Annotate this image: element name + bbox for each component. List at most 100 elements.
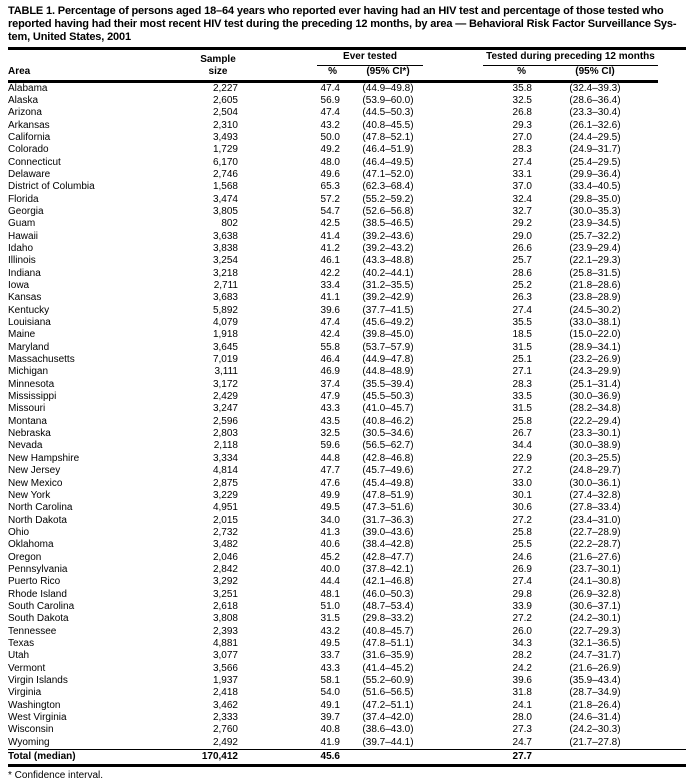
ever-ci-cell: (39.2–42.9): [362, 292, 414, 304]
sample-size-cell: 3,229: [212, 489, 238, 501]
recent-ci-cell: (21.7–27.8): [569, 736, 621, 748]
ever-percent-cell: 49.6: [320, 168, 340, 180]
table-row: New Hampshire 3,334 44.8 (42.8–46.8) 22.9 (20…: [8, 453, 686, 465]
column-header-area: Area: [8, 48, 198, 83]
table-row: Guam 802 42.5 (38.5–46.5) 29.2 (23.9–34.5): [8, 218, 686, 230]
ever-ci-cell: (38.6–43.0): [362, 724, 414, 736]
recent-percent-cell: 37.0: [512, 181, 532, 193]
spacer-cell: [658, 700, 686, 712]
ever-ci-cell: (42.8–46.8): [362, 452, 414, 464]
ever-percent-cell: 32.5: [320, 428, 340, 440]
recent-percent-cell: 32.5: [512, 94, 532, 106]
table-row: Louisiana 4,079 47.4 (45.6–49.2) 35.5 (33.0–3…: [8, 317, 686, 329]
area-cell: Iowa: [8, 280, 30, 291]
sample-size-cell: 2,746: [212, 168, 238, 180]
table-row: Massachusetts 7,019 46.4 (44.9–47.8) 25.1 (23…: [8, 354, 686, 366]
sample-size-cell: 3,808: [212, 613, 238, 625]
table-row: Arizona 2,504 47.4 (44.5–50.3) 26.8 (23.3–30.…: [8, 107, 686, 119]
table-row: Vermont 3,566 43.3 (41.4–45.2) 24.2 (21.6–26.…: [8, 663, 686, 675]
ever-percent-cell: 47.4: [320, 107, 340, 119]
spacer-cell: [658, 564, 686, 576]
recent-ci-cell: (24.3–29.9): [569, 366, 621, 378]
ever-percent-cell: 41.1: [320, 292, 340, 304]
table-row: Idaho 3,838 41.2 (39.2–43.2) 26.6 (23.9–29.4): [8, 243, 686, 255]
ever-percent-cell: 44.4: [320, 576, 340, 588]
ever-ci-cell: (56.5–62.7): [362, 440, 414, 452]
recent-ci-cell: (30.6–37.1): [569, 600, 621, 612]
recent-percent-cell: 24.6: [512, 551, 532, 563]
sample-size-cell: 2,760: [212, 724, 238, 736]
ever-ci-cell: (42.1–46.8): [362, 576, 414, 588]
ever-ci-cell: (37.7–41.5): [362, 304, 414, 316]
spacer-cell: [658, 329, 686, 341]
recent-ci-cell: (28.7–34.9): [569, 687, 621, 699]
recent-ci-cell: (26.9–32.8): [569, 588, 621, 600]
spacer-cell: [658, 317, 686, 329]
sample-size-cell: 3,111: [214, 366, 238, 378]
area-cell: Nevada: [8, 440, 43, 452]
ever-percent-cell: 37.4: [320, 378, 340, 390]
table-row: Missouri 3,247 43.3 (41.0–45.7) 31.5 (28.2–34…: [8, 403, 686, 415]
area-cell: Arkansas: [8, 119, 50, 131]
spacer-cell: [658, 206, 686, 218]
recent-percent-cell: 26.7: [512, 428, 532, 440]
ever-ci-cell: (55.2–60.9): [362, 675, 414, 686]
area-cell: Wyoming: [8, 736, 50, 748]
sample-size-cell: 7,019: [212, 354, 238, 366]
table-row: Maine 1,918 42.4 (39.8–45.0) 18.5 (15.0–22.0): [8, 329, 686, 341]
recent-percent-cell: 35.8: [512, 82, 532, 94]
spacer-cell: [658, 440, 686, 452]
recent-ci-cell: (25.8–31.5): [569, 267, 621, 279]
area-cell: Michigan: [8, 366, 49, 378]
ever-percent-cell: 45.2: [320, 551, 340, 563]
table-row: Hawaii 3,638 41.4 (39.2–43.6) 29.0 (25.7–32.2…: [8, 231, 686, 243]
area-cell: Vermont: [8, 662, 46, 674]
area-cell: Tennessee: [8, 625, 57, 637]
area-cell: New Hampshire: [8, 452, 80, 464]
area-cell: Arizona: [8, 107, 42, 119]
column-header-recent-percent: %: [436, 65, 532, 83]
ever-percent-cell: 54.0: [320, 687, 340, 699]
area-cell: Rhode Island: [8, 588, 67, 600]
spacer-cell: [658, 403, 686, 415]
recent-percent-cell: 27.1: [512, 366, 532, 378]
spacer-cell: [658, 144, 686, 156]
table-row: Oklahoma 3,482 40.6 (38.4–42.8) 25.5 (22.2–28…: [8, 539, 686, 551]
recent-percent-cell: 32.4: [512, 193, 532, 205]
ever-percent-cell: 47.9: [320, 391, 340, 403]
ever-ci-cell: (55.2–59.2): [362, 193, 414, 205]
area-cell: Texas: [8, 637, 35, 649]
ever-ci-cell: (44.8–48.9): [362, 366, 414, 378]
table-row: Virgin Islands 1,937 58.1 (55.2–60.9) 39.6 (3…: [8, 675, 686, 687]
sample-size-cell: 3,077: [212, 650, 238, 662]
ever-ci-cell: (37.4–42.0): [362, 712, 414, 724]
sample-size-cell: 6,170: [212, 156, 238, 168]
ever-percent-cell: 65.3: [320, 181, 340, 193]
recent-percent-cell: 27.4: [512, 156, 532, 168]
recent-ci-cell: (23.3–30.4): [569, 107, 621, 119]
ever-ci-cell: (38.5–46.5): [362, 218, 414, 230]
spacer-cell: [658, 95, 686, 107]
spacer-cell: [658, 194, 686, 206]
area-cell: Idaho: [8, 242, 34, 254]
recent-percent-cell: 27.3: [512, 724, 532, 736]
area-cell: Connecticut: [8, 156, 61, 168]
ever-ci-cell: (42.8–47.7): [362, 551, 414, 563]
sample-size-cell: 3,638: [212, 230, 238, 242]
recent-ci-cell: (23.7–30.1): [569, 563, 621, 575]
table-row: Oregon 2,046 45.2 (42.8–47.7) 24.6 (21.6–27.6…: [8, 552, 686, 564]
ever-percent-cell: 41.9: [320, 736, 340, 748]
ever-percent-cell: 43.5: [320, 415, 340, 427]
recent-percent-cell: 29.0: [512, 230, 532, 242]
recent-percent-cell: 33.1: [512, 168, 532, 180]
table-title: TABLE 1. Percentage of persons aged 18–6…: [8, 5, 686, 44]
sample-size-cell: 2,492: [212, 736, 238, 748]
area-cell: Kansas: [8, 292, 42, 304]
sample-size-cell: 3,474: [212, 193, 238, 205]
sample-size-cell: 3,334: [212, 452, 238, 464]
ever-percent-cell: 58.1: [320, 675, 340, 686]
recent-ci-cell: (24.8–29.7): [569, 465, 621, 477]
ever-ci-cell: (45.4–49.8): [362, 477, 414, 489]
spacer-cell: [658, 379, 686, 391]
ever-ci-cell: (31.2–35.5): [362, 280, 414, 291]
